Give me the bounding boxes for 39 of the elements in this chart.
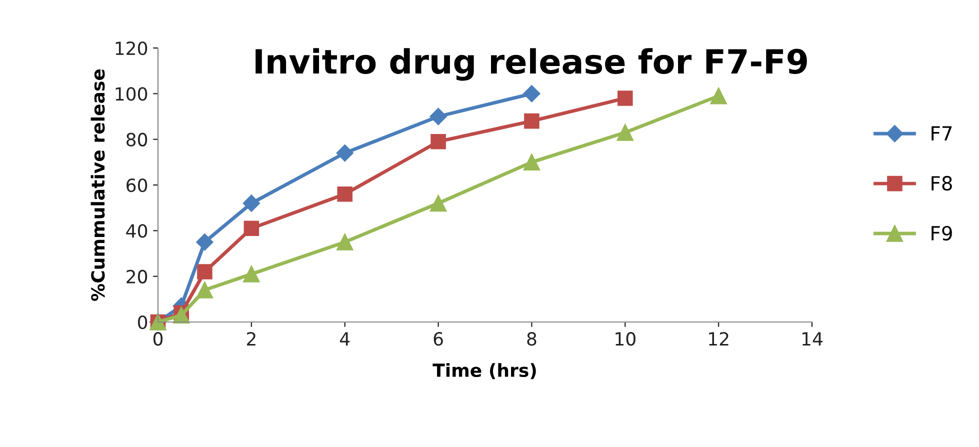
x-tick-label: 12 xyxy=(709,332,728,346)
x-tick-label: 6 xyxy=(434,332,443,346)
point xyxy=(336,144,354,162)
legend-label: F7 xyxy=(932,126,952,140)
point xyxy=(524,113,540,129)
x-tick-label: 4 xyxy=(340,332,350,346)
point xyxy=(430,108,447,126)
point xyxy=(523,85,540,102)
y-tick-label: 60 xyxy=(126,178,148,192)
point xyxy=(197,264,212,280)
y-tick-label: 80 xyxy=(126,132,148,146)
point xyxy=(618,90,633,106)
y-axis-title: %Cummulative release xyxy=(90,69,105,301)
point xyxy=(337,186,352,202)
y-tick-label: 0 xyxy=(138,315,148,330)
point xyxy=(616,124,634,141)
chart-title: Invitro drug release for F7-F9 xyxy=(256,48,807,81)
x-tick-label: 2 xyxy=(247,332,256,346)
x-tick-label: 10 xyxy=(616,332,636,346)
x-axis-title: Time (hrs) xyxy=(432,363,536,380)
point xyxy=(430,194,447,212)
x-tick-label: 8 xyxy=(527,332,536,346)
x-tick-label: 14 xyxy=(802,332,822,346)
y-tick-label: 100 xyxy=(116,87,148,101)
point xyxy=(523,154,540,170)
point xyxy=(196,282,214,298)
legend-label: F8 xyxy=(932,176,952,191)
y-tick-label: 20 xyxy=(126,270,148,284)
point xyxy=(430,134,446,150)
legend-label: F9 xyxy=(932,226,952,241)
y-tick-label: 120 xyxy=(116,41,148,56)
point xyxy=(244,220,260,236)
point xyxy=(196,234,214,251)
point xyxy=(336,234,354,250)
point xyxy=(242,194,260,212)
x-tick-label: 0 xyxy=(153,332,163,346)
point xyxy=(710,88,727,104)
point xyxy=(243,266,260,282)
y-tick-label: 40 xyxy=(126,224,148,238)
